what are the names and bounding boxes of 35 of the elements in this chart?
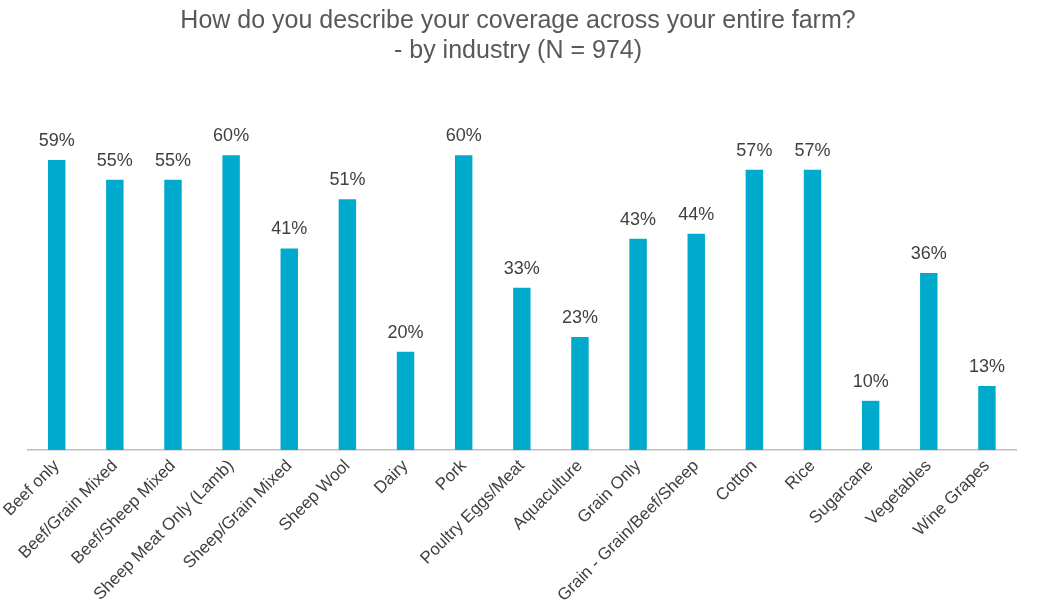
bar [106,179,124,450]
data-label: 55% [96,149,133,170]
data-label: 10% [852,370,889,391]
data-label: 44% [678,203,715,224]
data-label: 33% [503,257,540,278]
data-label: 13% [968,356,1005,377]
data-label: 60% [445,125,482,146]
data-label: 43% [620,208,657,229]
bar [978,386,996,450]
data-label: 51% [329,169,366,190]
data-label: 36% [910,243,947,264]
bar [280,248,298,450]
data-label: 41% [271,218,308,239]
chart-title: How do you describe your coverage across your entire farm? - by industry (N = 974) [180,4,856,63]
data-label: 55% [154,149,191,170]
data-label: 20% [387,321,424,342]
bar [396,351,415,450]
bar [513,287,531,450]
bar [454,155,473,450]
data-label: 23% [561,306,598,327]
bar [745,169,764,450]
bar [687,233,705,450]
bar [338,199,357,450]
data-label: 59% [38,130,75,151]
data-label: 60% [213,125,250,146]
bar [47,160,66,450]
bar [803,169,822,450]
bar [629,238,647,450]
bar [920,273,938,450]
data-label: 57% [736,139,773,160]
bar [222,155,240,450]
bar [861,400,880,450]
bar [571,336,589,450]
data-label: 57% [794,139,831,160]
bar [164,179,182,450]
